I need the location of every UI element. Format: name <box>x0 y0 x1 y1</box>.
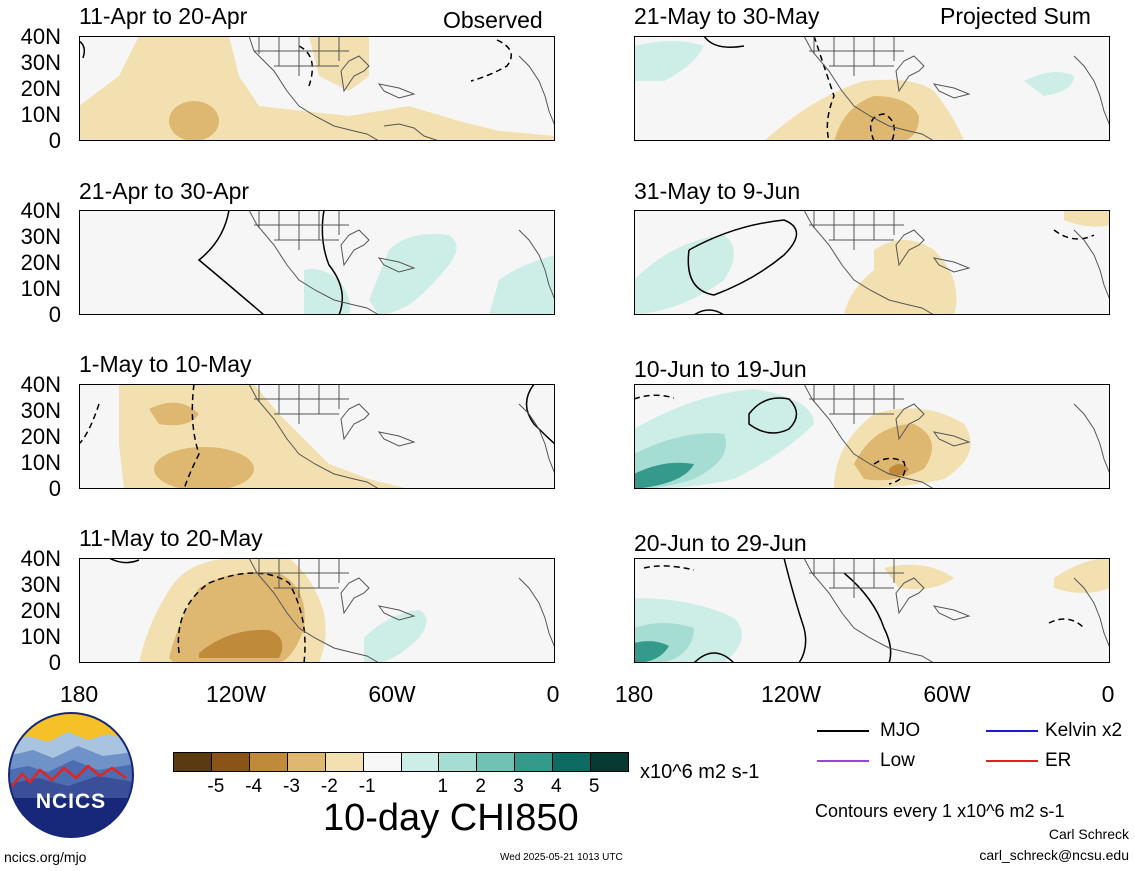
contour-note: Contours every 1 x10^6 m2 s-1 <box>815 801 1065 821</box>
legend-label-mjo: MJO <box>880 720 921 741</box>
panel-title-right-2: 31-May to 9-Jun <box>634 178 801 204</box>
lat-label: 0 <box>48 650 61 675</box>
colorbar-swatch <box>210 753 249 771</box>
lat-label: 30N <box>20 398 61 423</box>
lat-label: 30N <box>20 572 61 597</box>
author-email: carl_schreck@ncsu.edu <box>979 847 1129 863</box>
map-panel-observed-3 <box>79 384 555 489</box>
observed-tag: Observed <box>443 7 543 33</box>
author: Carl Schreck <box>1048 826 1129 842</box>
colorbar-tick-label: -5 <box>207 776 225 797</box>
colorbar-swatch <box>174 753 211 771</box>
legend-label-low: Low <box>880 750 915 771</box>
legend-line-kelvin <box>986 730 1038 732</box>
logo-text: NCICS <box>35 790 107 813</box>
panel-title-left-4: 11-May to 20-May <box>79 525 263 551</box>
lat-label: 30N <box>20 50 61 75</box>
lat-label: 30N <box>20 224 61 249</box>
map-panel-projected-1 <box>634 36 1110 141</box>
ncics-logo: NCICS <box>8 712 134 838</box>
lat-label: 20N <box>20 424 61 449</box>
colorbar-tick-label: 4 <box>551 776 562 797</box>
colorbar-swatch <box>248 753 287 771</box>
colorbar-swatch <box>324 753 363 771</box>
lat-label: 40N <box>20 546 61 571</box>
lat-label: 40N <box>20 198 61 223</box>
colorbar-tick-label: -4 <box>245 776 263 797</box>
panel-title-right-4: 20-Jun to 29-Jun <box>634 530 807 556</box>
colorbar-swatch <box>438 753 477 771</box>
colorbar-tick-label: -2 <box>320 776 338 797</box>
projected-tag: Projected Sum <box>940 3 1091 29</box>
site-link[interactable]: ncics.org/mjo <box>4 849 87 865</box>
legend-line-mjo <box>817 730 869 732</box>
map-panel-projected-4 <box>634 558 1110 663</box>
colorbar-swatch <box>286 753 325 771</box>
lon-label: 0 <box>1101 681 1115 707</box>
panel-title-left-3: 1-May to 10-May <box>79 351 252 377</box>
colorbar-tick-label: 3 <box>513 776 524 797</box>
map-panel-observed-1 <box>79 36 555 141</box>
colorbar-tick-label: 5 <box>588 776 600 797</box>
map-panel-observed-4 <box>79 558 555 663</box>
lat-label: 20N <box>20 76 61 101</box>
legend-label-er: ER <box>1045 750 1072 771</box>
lat-label: 40N <box>20 372 61 397</box>
panel-title-left-2: 21-Apr to 30-Apr <box>79 178 250 204</box>
lat-label: 20N <box>20 250 61 275</box>
colorbar-title: 10-day CHI850 <box>323 797 579 839</box>
panel-title-left-1: 11-Apr to 20-Apr <box>79 3 248 29</box>
panel-title-right-3: 10-Jun to 19-Jun <box>634 356 807 382</box>
lon-label: 60W <box>923 681 971 707</box>
map-panel-observed-2 <box>79 210 555 315</box>
lat-label: 10N <box>20 450 61 475</box>
colorbar-tick-label: 1 <box>437 776 449 797</box>
lat-label: 0 <box>48 476 61 501</box>
lat-label: 0 <box>48 128 61 153</box>
colorbar-tick-label: -1 <box>358 776 376 797</box>
colorbar-tick-label: 2 <box>475 776 486 797</box>
lon-label: 120W <box>760 681 822 707</box>
panel-title-right-1: 21-May to 30-May <box>634 3 820 29</box>
lon-label: 0 <box>546 681 560 707</box>
lat-label: 0 <box>48 302 61 327</box>
lon-label: 120W <box>205 681 267 707</box>
colorbar-swatch <box>476 753 515 771</box>
lon-label: 180 <box>59 681 99 707</box>
lat-label: 20N <box>20 598 61 623</box>
colorbar-swatch <box>514 753 553 771</box>
colorbar <box>173 752 629 772</box>
legend-label-kelvin: Kelvin x2 <box>1045 720 1123 741</box>
legend-line-er <box>986 760 1038 762</box>
map-panel-projected-3 <box>634 384 1110 489</box>
timestamp: Wed 2025-05-21 1013 UTC <box>500 852 623 863</box>
colorbar-swatch <box>400 753 439 771</box>
colorbar-swatch <box>552 753 591 771</box>
colorbar-swatch <box>590 753 629 771</box>
lon-label: 180 <box>614 681 654 707</box>
colorbar-tick-label: -3 <box>283 776 300 797</box>
lon-label: 60W <box>368 681 416 707</box>
lat-label: 10N <box>20 624 61 649</box>
lat-label: 10N <box>20 276 61 301</box>
colorbar-swatch <box>362 753 401 771</box>
legend-line-low <box>817 760 869 762</box>
lat-label: 10N <box>20 102 61 127</box>
colorbar-units: x10^6 m2 s-1 <box>640 761 760 783</box>
lat-label: 40N <box>20 24 61 49</box>
map-panel-projected-2 <box>634 210 1110 315</box>
